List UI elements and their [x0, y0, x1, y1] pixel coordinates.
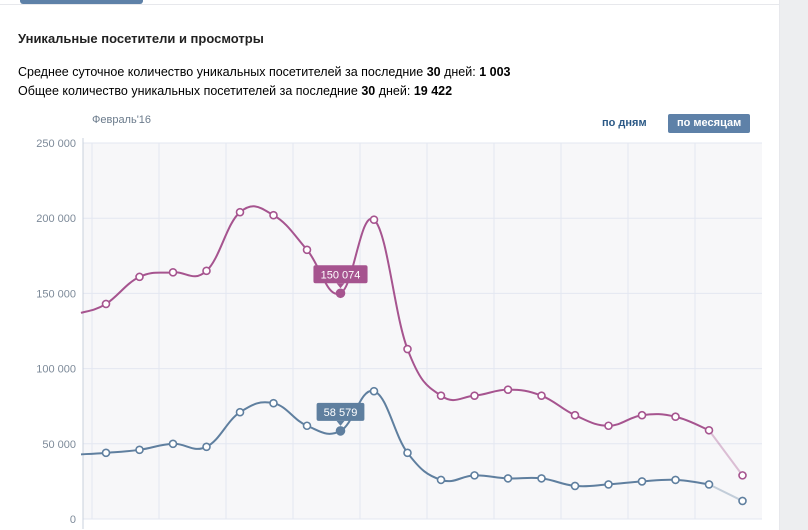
panel-border: [779, 0, 780, 530]
visitors-data-point: [604, 480, 613, 489]
views-data-point: [704, 425, 714, 435]
y-tick-label: 50 000: [42, 439, 76, 451]
visitors-data-point: [403, 448, 412, 458]
visitors-tooltip-label: 58 579: [324, 407, 358, 419]
total-visitors-value: 19 422: [413, 84, 453, 98]
views-data-point: [671, 412, 680, 422]
views-data-point: [604, 421, 613, 431]
daily-visitors-value: 1 003: [479, 65, 511, 79]
views-data-point: [168, 268, 178, 277]
visitors-tooltip-box: [316, 402, 365, 421]
views-tooltip-pointer: [336, 283, 345, 289]
visitors-data-point: [235, 407, 245, 417]
visitors-data-point: [637, 477, 647, 486]
visitors-data-point: [436, 475, 446, 485]
views-tooltip-label: 150 074: [321, 269, 361, 281]
total-visitors-days: 30: [361, 84, 376, 98]
views-data-point: [235, 207, 245, 217]
visitors-data-point: [335, 426, 346, 436]
views-series-tail: [708, 429, 744, 476]
visitors-data-point: [537, 474, 546, 483]
daily-visitors-line: Среднее суточное количество уникальных п…: [18, 63, 510, 82]
visitors-data-point: [101, 448, 111, 458]
views-data-point: [101, 299, 111, 309]
views-data-point: [202, 266, 211, 276]
views-data-point: [570, 410, 580, 420]
views-data-point: [738, 471, 747, 480]
total-visitors-label: Общее количество уникальных посетителей …: [18, 84, 358, 98]
stats-summary: Среднее суточное количество уникальных п…: [18, 63, 510, 101]
visitors-data-point: [202, 442, 211, 452]
views-data-point: [470, 391, 479, 400]
top-divider: [0, 4, 780, 5]
views-data-point: [436, 391, 446, 400]
y-tick-label: 250 000: [36, 138, 76, 150]
views-tooltip-box: [313, 265, 368, 284]
visitors-data-point: [503, 474, 513, 483]
views-data-point: [403, 344, 412, 354]
daily-visitors-suffix: дней:: [444, 65, 476, 79]
plot-background: [83, 143, 762, 519]
views-data-point: [369, 215, 379, 225]
visitors-data-point: [570, 481, 580, 491]
page-title: Уникальные посетители и просмотры: [18, 31, 264, 46]
visitors-series-tail: [708, 483, 743, 502]
visitors-tooltip-pointer: [336, 420, 345, 426]
active-tab-indicator: [20, 0, 143, 4]
views-data-point: [335, 288, 346, 299]
views-data-point: [503, 385, 513, 394]
visitors-data-point: [704, 480, 714, 489]
visitors-data-point: [470, 471, 479, 480]
visitors-data-point: [135, 445, 144, 455]
page-gutter: [780, 0, 808, 530]
views-data-point: [637, 410, 647, 420]
visitors-data-point: [738, 496, 747, 506]
views-data-point: [269, 210, 278, 220]
y-tick-label: 0: [70, 514, 76, 526]
visitors-data-point: [369, 386, 379, 396]
by-months-button[interactable]: по месяцам: [668, 114, 751, 133]
daily-visitors-label: Среднее суточное количество уникальных п…: [18, 65, 424, 79]
visitors-data-point: [302, 421, 312, 431]
total-visitors-line: Общее количество уникальных посетителей …: [18, 82, 510, 101]
total-visitors-suffix: дней:: [378, 84, 411, 98]
visitors-data-point: [269, 398, 278, 408]
y-tick-label: 150 000: [36, 288, 76, 300]
y-tick-label: 200 000: [36, 213, 76, 225]
views-data-point: [302, 245, 312, 255]
visitors-data-point: [168, 439, 178, 449]
views-data-point: [537, 391, 546, 400]
by-days-button[interactable]: по дням: [602, 117, 647, 129]
views-series-line: [80, 205, 710, 432]
visitors-series-line: [80, 390, 710, 488]
views-data-point: [135, 272, 144, 282]
visitors-data-point: [671, 475, 680, 485]
y-tick-label: 100 000: [36, 364, 76, 376]
daily-visitors-days: 30: [426, 65, 441, 79]
current-month-label: Февраль'16: [92, 114, 152, 126]
